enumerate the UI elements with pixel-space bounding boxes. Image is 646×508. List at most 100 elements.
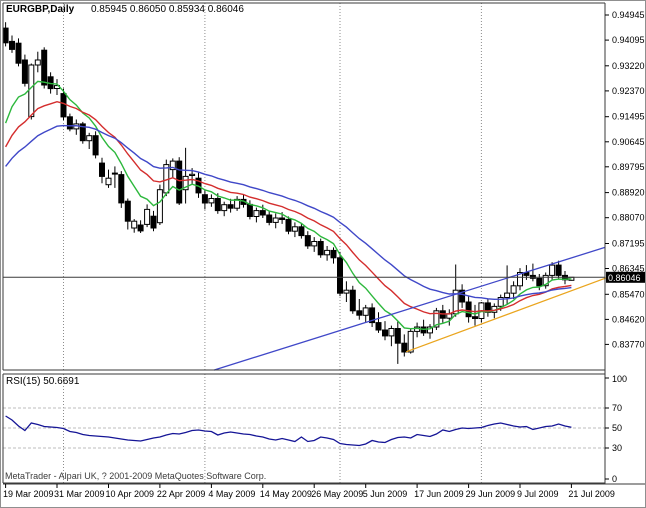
price-axis-label: 0.87195 bbox=[612, 239, 645, 249]
bear-candle bbox=[9, 40, 15, 50]
price-axis-label: 0.84620 bbox=[612, 314, 645, 324]
bear-candle bbox=[124, 200, 131, 222]
price-axis-label: 0.83770 bbox=[612, 339, 645, 349]
date-axis-label: 26 May 2009 bbox=[311, 489, 363, 499]
bear-candle bbox=[99, 162, 105, 177]
bear-candle bbox=[66, 116, 73, 130]
bull-candle bbox=[362, 307, 369, 316]
bear-candle bbox=[176, 160, 183, 204]
rsi-axis-label: 100 bbox=[612, 374, 627, 384]
symbol-period-label: EURGBP,Daily bbox=[6, 4, 75, 15]
bear-candle bbox=[401, 342, 408, 353]
date-axis-label: 10 Apr 2009 bbox=[106, 489, 155, 499]
ascending-trendline-blue bbox=[213, 246, 606, 371]
bull-candle bbox=[144, 208, 151, 225]
price-axis-label: 0.94945 bbox=[612, 10, 645, 20]
bear-candle bbox=[317, 241, 324, 256]
current-price-tag-label: 0.86046 bbox=[608, 273, 641, 283]
bear-candle bbox=[227, 204, 234, 209]
date-axis-label: 9 Jul 2009 bbox=[517, 489, 559, 499]
bear-candle bbox=[285, 218, 292, 232]
rsi-axis-label: 30 bbox=[612, 443, 622, 453]
date-axis-label: 22 Apr 2009 bbox=[157, 489, 206, 499]
bull-candle bbox=[497, 297, 504, 307]
ma-slow-blue bbox=[5, 124, 572, 301]
bear-candle bbox=[214, 198, 221, 212]
date-axis-label: 29 Jun 2009 bbox=[466, 489, 516, 499]
rsi-line bbox=[5, 415, 572, 447]
price-axis-label: 0.88920 bbox=[612, 188, 645, 198]
bear-candle bbox=[201, 194, 208, 204]
price-axis-label: 0.85470 bbox=[612, 289, 645, 299]
bull-candle bbox=[311, 241, 318, 247]
bull-candle bbox=[221, 204, 228, 212]
bear-candle bbox=[259, 210, 266, 216]
bear-candle bbox=[246, 203, 253, 217]
bear-candle bbox=[266, 214, 273, 223]
bear-candle bbox=[279, 217, 286, 220]
bear-candle bbox=[375, 322, 382, 331]
date-axis-label: 4 May 2009 bbox=[208, 489, 255, 499]
bear-candle bbox=[118, 174, 125, 204]
support-trendline-yellow bbox=[405, 271, 622, 353]
bear-candle bbox=[330, 249, 337, 259]
bear-candle bbox=[21, 59, 28, 84]
bear-candle bbox=[60, 93, 67, 118]
bull-candle bbox=[111, 172, 118, 175]
bull-candle bbox=[427, 326, 433, 334]
bear-candle bbox=[369, 307, 376, 324]
price-axis-label: 0.94095 bbox=[612, 35, 645, 45]
bear-candle bbox=[465, 301, 472, 318]
price-axis-label: 0.86345 bbox=[612, 264, 645, 274]
bull-candle bbox=[517, 272, 523, 287]
date-axis-label: 19 Mar 2009 bbox=[3, 489, 54, 499]
price-axis-label: 0.91495 bbox=[612, 112, 645, 122]
bear-candle bbox=[459, 289, 466, 303]
bull-candle bbox=[504, 292, 511, 299]
chart-title: EURGBP,Daily 0.85945 0.86050 0.85934 0.8… bbox=[6, 4, 244, 15]
price-axis-label: 0.88070 bbox=[612, 213, 645, 223]
bear-candle bbox=[41, 49, 48, 86]
bear-candle bbox=[337, 257, 343, 294]
bull-candle bbox=[542, 274, 549, 287]
rsi-axis-label: 70 bbox=[612, 403, 622, 413]
date-axis-label: 14 May 2009 bbox=[260, 489, 312, 499]
price-axis-label: 0.93220 bbox=[612, 61, 645, 71]
bear-candle bbox=[79, 123, 86, 142]
bear-candle bbox=[92, 135, 99, 156]
date-axis-label: 21 Jul 2009 bbox=[568, 489, 615, 499]
bull-candle bbox=[407, 330, 414, 353]
bull-candle bbox=[549, 264, 556, 276]
bull-candle bbox=[169, 160, 176, 171]
date-axis-label: 31 Mar 2009 bbox=[54, 489, 105, 499]
bear-candle bbox=[2, 27, 9, 44]
bull-candle bbox=[291, 226, 298, 232]
bear-candle bbox=[137, 224, 144, 232]
bear-candle bbox=[472, 316, 478, 320]
date-axis-label: 5 Jun 2009 bbox=[363, 489, 408, 499]
bull-candle bbox=[182, 175, 189, 191]
bull-candle bbox=[189, 173, 196, 177]
bull-candle bbox=[433, 310, 440, 328]
bull-candle bbox=[272, 217, 279, 223]
bull-candle bbox=[208, 198, 215, 204]
bear-candle bbox=[394, 328, 401, 344]
date-axis-label: 17 Jun 2009 bbox=[414, 489, 464, 499]
rsi-axis-label: 50 bbox=[612, 423, 622, 433]
bull-candle bbox=[105, 177, 112, 186]
ma-fast-green bbox=[4, 80, 572, 331]
bull-candle bbox=[324, 249, 331, 256]
bear-candle bbox=[356, 310, 363, 316]
ohlc-quote-label: 0.85945 0.86050 0.85934 0.86046 bbox=[90, 4, 244, 15]
bear-candle bbox=[304, 235, 311, 247]
price-axis-label: 0.90645 bbox=[612, 137, 645, 147]
bull-candle bbox=[156, 189, 163, 224]
bear-candle bbox=[15, 42, 22, 64]
price-axis-label: 0.89795 bbox=[612, 162, 645, 172]
bull-candle bbox=[28, 64, 35, 118]
bear-candle bbox=[349, 289, 356, 312]
bull-candle bbox=[510, 285, 517, 294]
price-axis-label: 0.92370 bbox=[612, 86, 645, 96]
